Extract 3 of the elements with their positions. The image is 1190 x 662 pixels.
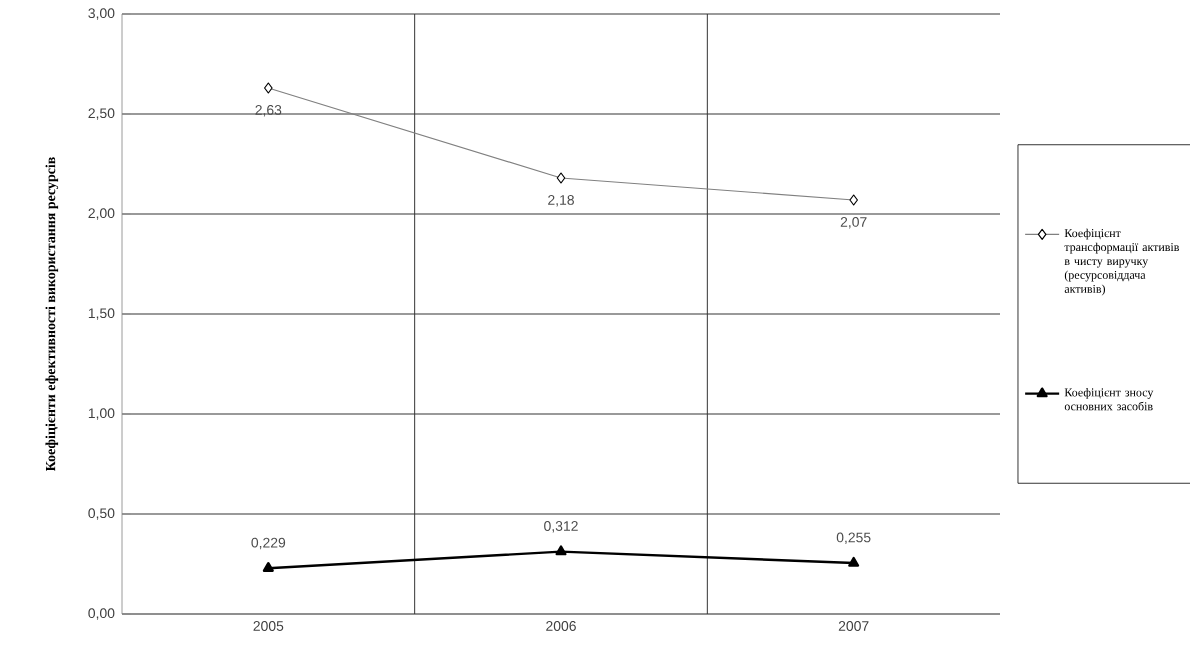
point bbox=[555, 545, 567, 556]
point bbox=[848, 556, 860, 567]
point bbox=[262, 562, 274, 572]
